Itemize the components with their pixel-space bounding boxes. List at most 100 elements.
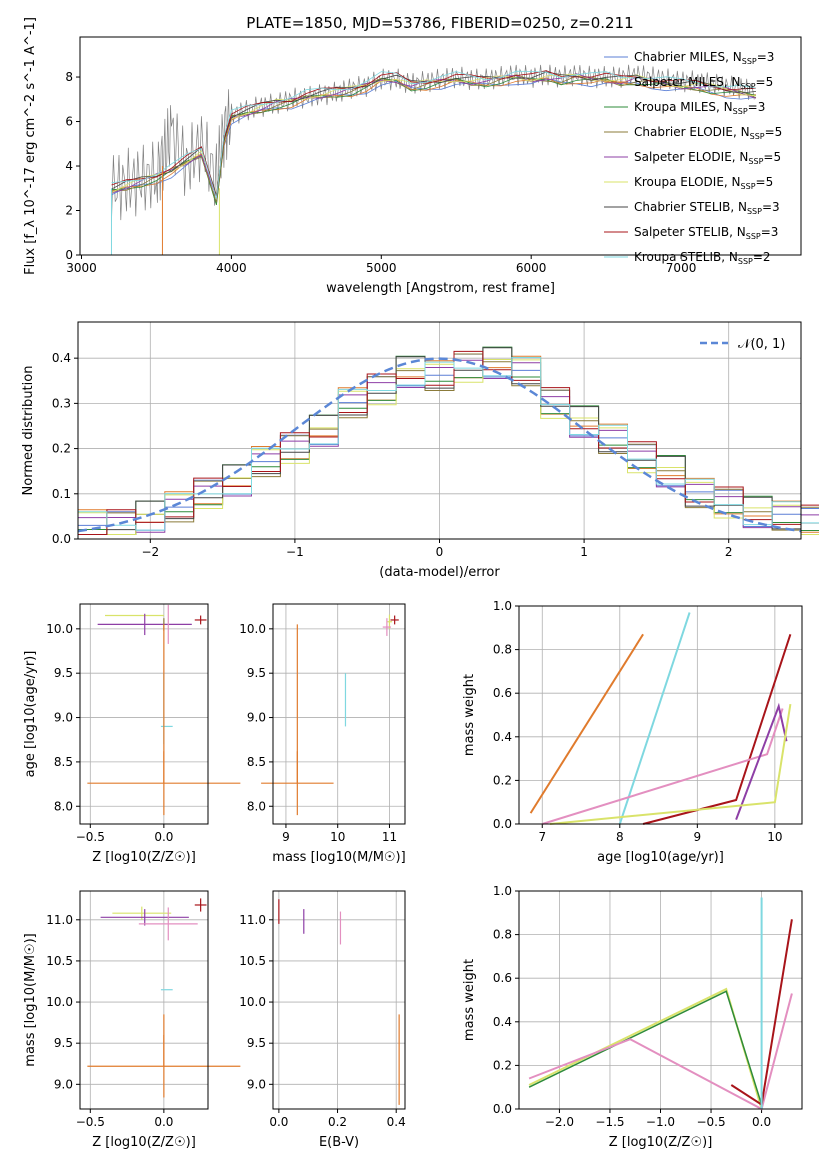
y-tick-label: 0.6 — [493, 686, 512, 700]
x-axis-label: Z [log10(Z/Z☉)] — [92, 850, 196, 865]
y-tick-label: 9.0 — [54, 711, 73, 725]
x-axis-label: wavelength [Angstrom, rest frame] — [326, 281, 555, 296]
x-tick-label: −1.0 — [646, 1115, 675, 1129]
y-axis-label: mass weight — [462, 959, 477, 1041]
y-tick-label: 8 — [65, 70, 73, 84]
axes-frame — [79, 603, 209, 825]
chart-residuals: −2 −1 0 1 2 0.0 0.1 0.2 0.3 0.4 (data-model)/error… — [21, 321, 819, 580]
x-tick-label: 0.0 — [269, 1115, 288, 1129]
y-tick-label: 0.4 — [493, 1015, 512, 1029]
legend-sub: SSP — [742, 57, 757, 66]
y-tick-label: 4 — [65, 159, 73, 173]
x-tick-label: 0.2 — [328, 1115, 347, 1129]
line-kroupa-stelib — [618, 612, 691, 825]
y-tick-label: 9.0 — [54, 1077, 73, 1091]
legend-label: 𝒩(0, 1) — [738, 337, 785, 352]
y-tick-label: 0.4 — [493, 730, 512, 744]
legend-label: Chabrier ELODIE, NSSP=5 — [634, 125, 782, 141]
line-kroupa-miles — [528, 990, 763, 1105]
x-tick-label: 7 — [538, 830, 546, 844]
x-tick-label: −1 — [286, 545, 304, 559]
x-tick-label: 0 — [436, 545, 444, 559]
x-tick-label: 4000 — [216, 261, 247, 275]
x-tick-label: 3000 — [66, 261, 97, 275]
x-tick-label: 2 — [725, 545, 733, 559]
chart-age-vs-mass: 9 10 11 8.0 8.5 9.0 9.5 10.0 mass [log10(M/M☉)] — [239, 603, 406, 865]
axes-frame — [518, 890, 803, 1110]
x-tick-label: 0.0 — [154, 830, 173, 844]
hist-chabrier-miles — [78, 353, 819, 531]
line-pink — [542, 708, 784, 825]
legend-sub: SSP — [750, 132, 765, 141]
y-tick-label: 9.5 — [247, 666, 266, 680]
x-tick-label: 9 — [694, 830, 702, 844]
x-tick-label: 10 — [330, 830, 345, 844]
x-tick-label: 0.4 — [387, 1115, 406, 1129]
x-axis-label: Z [log10(Z/Z☉)] — [92, 1135, 196, 1150]
x-tick-label: −2 — [141, 545, 159, 559]
y-tick-label: 0.2 — [52, 442, 71, 456]
x-tick-label: −0.5 — [696, 1115, 725, 1129]
y-tick-label: 0.4 — [52, 351, 71, 365]
x-tick-label: 10 — [767, 830, 782, 844]
y-tick-label: 0.8 — [493, 928, 512, 942]
y-tick-label: 0.2 — [493, 773, 512, 787]
x-tick-label: 8 — [616, 830, 624, 844]
y-tick-label: 8.5 — [247, 755, 266, 769]
line-salpeter-miles — [529, 633, 644, 814]
x-tick-label: 1 — [580, 545, 588, 559]
hist-kroupa-elodie — [78, 359, 819, 535]
x-tick-label: 6000 — [516, 261, 547, 275]
figure-title: PLATE=1850, MJD=53786, FIBERID=0250, z=0… — [246, 14, 633, 32]
x-axis-label: mass [log10(M/M☉)] — [272, 850, 405, 865]
legend-suffix: =5 — [765, 125, 783, 139]
y-tick-label: 10.0 — [239, 622, 266, 636]
legend-suffix: =5 — [756, 75, 774, 89]
x-axis-label: (data-model)/error — [379, 565, 500, 580]
y-axis-label: age [log10(age/yr)] — [23, 651, 38, 778]
legend-suffix: =3 — [762, 200, 780, 214]
chart-massweight-vs-Z: −2.0 −1.5 −1.0 −0.5 0.0 0.0 0.2 0.4 0.6 0.8 1.0 Z [… — [462, 884, 803, 1150]
chart-mass-vs-ebv: 0.0 0.2 0.4 9.0 9.5 10.0 10.5 11.0 E(B-V) — [239, 890, 406, 1150]
legend-suffix: =3 — [757, 50, 775, 64]
y-tick-label: 10.0 — [46, 995, 73, 1009]
y-tick-label: 8.0 — [54, 799, 73, 813]
legend-suffix: =3 — [748, 100, 766, 114]
y-tick-label: 11.0 — [46, 913, 73, 927]
axes-frame — [518, 605, 803, 825]
y-axis-label: Flux [f_λ 10^-17 erg cm^-2 s^-1 A^-1] — [23, 17, 38, 275]
y-tick-label: 0.6 — [493, 971, 512, 985]
legend-sub: SSP — [738, 257, 753, 266]
chart-spectrum: 3000 4000 5000 6000 7000 0 2 4 6 8 wavelength [Ang… — [23, 17, 802, 296]
x-axis-label: age [log10(age/yr)] — [597, 850, 724, 865]
series-kroupa-stelib — [111, 70, 757, 199]
y-tick-label: 0.3 — [52, 396, 71, 410]
legend-label: Chabrier STELIB, NSSP=3 — [634, 200, 780, 216]
x-tick-label: 0.0 — [752, 1115, 771, 1129]
x-tick-label: −0.5 — [76, 830, 105, 844]
y-tick-label: 11.0 — [239, 913, 266, 927]
y-tick-label: 0.1 — [52, 487, 71, 501]
y-axis-label: mass [log10(M/M☉)] — [23, 933, 38, 1066]
legend-label: Kroupa STELIB, NSSP=2 — [634, 250, 771, 266]
x-tick-label: 7000 — [666, 261, 697, 275]
y-tick-label: 6 — [65, 115, 73, 129]
x-tick-label: −2.0 — [545, 1115, 574, 1129]
legend-suffix: =3 — [761, 225, 779, 239]
legend-suffix: =5 — [756, 175, 774, 189]
legend-sub: SSP — [741, 82, 756, 91]
y-tick-label: 0.0 — [52, 532, 71, 546]
y-axis-label: mass weight — [462, 674, 477, 756]
y-tick-label: 1.0 — [493, 884, 512, 898]
y-tick-label: 0 — [65, 248, 73, 262]
x-tick-label: 9 — [282, 830, 290, 844]
y-tick-label: 10.0 — [239, 995, 266, 1009]
line-salpeter-stelib — [642, 633, 792, 825]
line-salpeter-elodie — [735, 702, 788, 820]
legend-label: Chabrier MILES, NSSP=3 — [634, 50, 774, 66]
x-tick-label: 0.0 — [154, 1115, 173, 1129]
legend-sub: SSP — [748, 157, 763, 166]
charts-group: 3000 4000 5000 6000 7000 0 2 4 6 8 wavelength [Ang… — [21, 17, 819, 1150]
y-tick-label: 9.5 — [247, 1036, 266, 1050]
y-tick-label: 9.0 — [247, 711, 266, 725]
